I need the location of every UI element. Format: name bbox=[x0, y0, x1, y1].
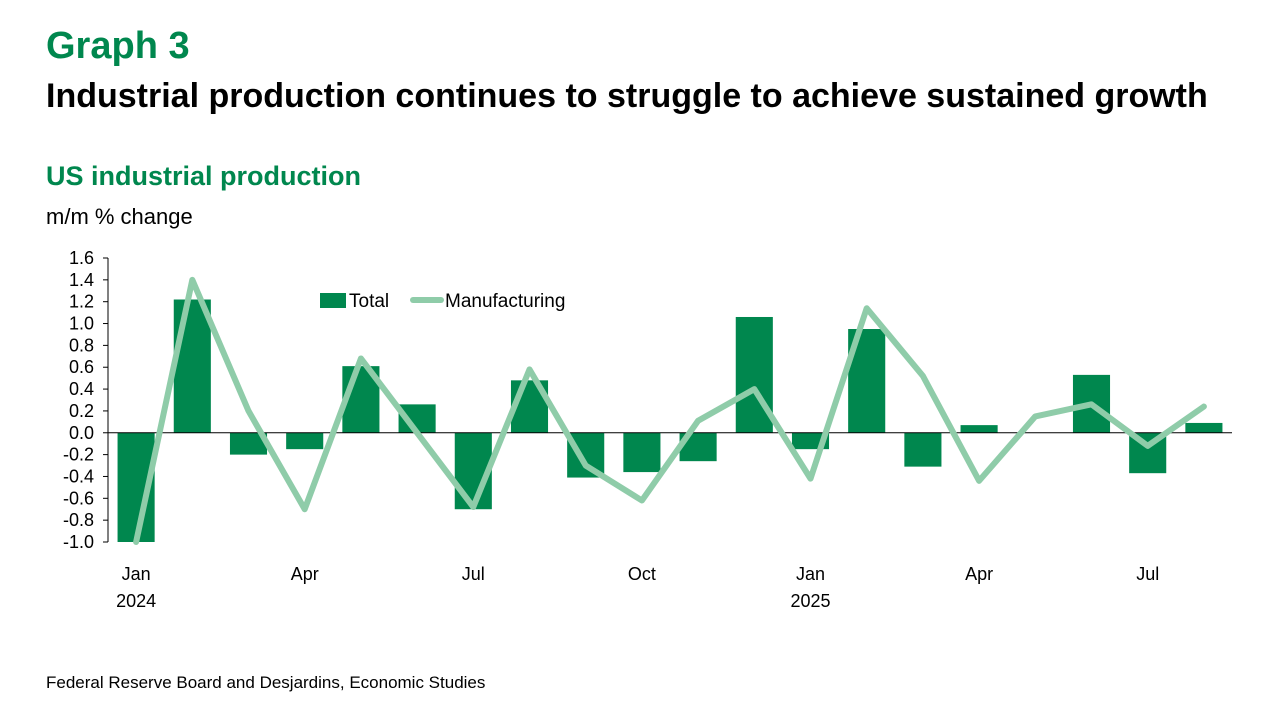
legend-total-label: Total bbox=[349, 291, 389, 312]
x-tick-label: Jul bbox=[462, 564, 485, 584]
y-tick-label: -0.2 bbox=[63, 445, 94, 465]
total-bar bbox=[623, 432, 661, 473]
x-axis-labels: Jan 2024 Apr Jul Oct Jan 2025 Apr Jul bbox=[116, 564, 1159, 611]
y-tick-label: 0.6 bbox=[69, 357, 94, 377]
total-bar bbox=[229, 432, 268, 455]
headline: Industrial production continues to strug… bbox=[46, 77, 1208, 115]
total-bar bbox=[173, 299, 211, 433]
y-tick-label: 1.4 bbox=[69, 270, 94, 290]
total-bars bbox=[117, 299, 1223, 542]
manufacturing-line bbox=[133, 276, 1207, 545]
y-tick-label: 0.4 bbox=[69, 379, 94, 399]
x-tick-year-label: 2025 bbox=[790, 591, 830, 611]
total-bar bbox=[1185, 422, 1223, 433]
y-tick-label: 0.8 bbox=[69, 335, 94, 355]
y-tick-label: 0.0 bbox=[69, 423, 94, 443]
source-note: Federal Reserve Board and Desjardins, Ec… bbox=[46, 673, 486, 692]
legend-manufacturing-label: Manufacturing bbox=[445, 291, 565, 312]
y-tick-label: -0.4 bbox=[63, 466, 94, 486]
total-bar bbox=[904, 432, 942, 467]
x-tick-label: Jan bbox=[122, 564, 151, 584]
y-axis-units-label: m/m % change bbox=[46, 204, 193, 229]
x-tick-label: Apr bbox=[965, 564, 993, 584]
total-bar bbox=[960, 425, 998, 433]
chart-title: US industrial production bbox=[46, 161, 361, 191]
manufacturing-line-layer bbox=[133, 276, 1207, 545]
x-tick-year-label: 2024 bbox=[116, 591, 156, 611]
x-tick-label: Apr bbox=[291, 564, 319, 584]
x-tick-label: Jul bbox=[1136, 564, 1159, 584]
y-tick-label: -0.6 bbox=[63, 488, 94, 508]
graph-label: Graph 3 bbox=[46, 25, 190, 67]
total-bar bbox=[286, 432, 324, 450]
y-tick-label: 1.2 bbox=[69, 292, 94, 312]
legend-total-swatch bbox=[320, 293, 346, 308]
y-tick-label: 0.2 bbox=[69, 401, 94, 421]
y-tick-label: -0.8 bbox=[63, 510, 94, 530]
y-tick-label: -1.0 bbox=[63, 532, 94, 552]
y-tick-label: 1.6 bbox=[69, 248, 94, 268]
y-tick-label: 1.0 bbox=[69, 314, 94, 334]
y-axis: 1.61.41.21.00.80.60.40.20.0-0.2-0.4-0.6-… bbox=[63, 248, 109, 552]
x-tick-label: Jan bbox=[796, 564, 825, 584]
x-tick-label: Oct bbox=[628, 564, 656, 584]
legend: Total Manufacturing bbox=[320, 291, 565, 312]
